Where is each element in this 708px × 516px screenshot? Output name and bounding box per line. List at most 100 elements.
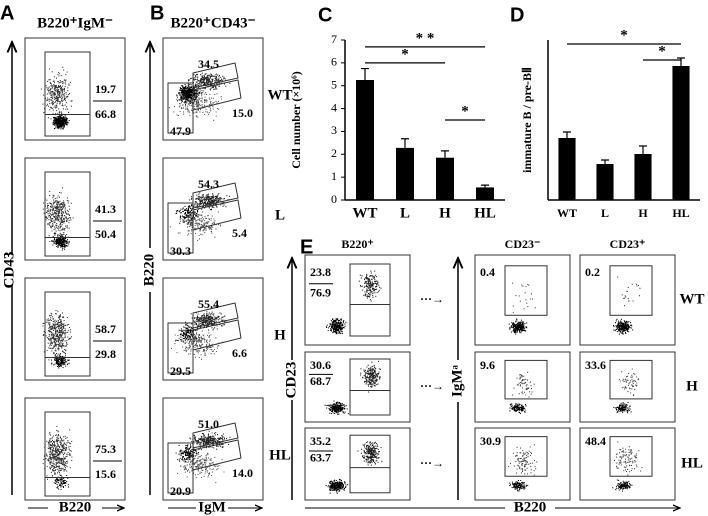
event-dots	[358, 270, 382, 302]
event-dots	[42, 309, 72, 361]
event-dots	[40, 66, 73, 120]
error-bar	[677, 57, 685, 66]
label: 6	[331, 55, 337, 69]
label: ···→	[420, 292, 444, 306]
label: 0	[331, 192, 337, 206]
label: B220⁺	[341, 237, 373, 251]
label: B220	[514, 499, 547, 515]
label: L	[400, 205, 410, 221]
label: 58.7	[95, 322, 116, 336]
label: 30.6	[310, 358, 331, 372]
label: * *	[416, 30, 435, 46]
label: 54.3	[198, 177, 219, 191]
label: B220	[141, 254, 157, 287]
label: B220	[59, 499, 92, 515]
event-dots	[617, 276, 641, 307]
event-dots	[508, 318, 528, 335]
event-dots	[612, 479, 633, 492]
label: 29.5	[170, 364, 191, 378]
bar	[596, 164, 614, 200]
bar	[356, 80, 374, 200]
label: C	[318, 4, 332, 26]
label: 35.2	[310, 434, 331, 448]
plot-frame	[162, 397, 264, 501]
event-dots	[509, 479, 529, 492]
event-dots	[42, 187, 74, 243]
bg	[140, 248, 160, 292]
label: 2	[331, 146, 337, 160]
bar	[476, 187, 494, 200]
bg	[282, 360, 302, 400]
event-dots	[357, 441, 383, 466]
label: B220⁺IgM⁻	[37, 15, 113, 31]
event-dots	[618, 368, 640, 396]
event-dots	[177, 452, 225, 484]
plot-frame	[24, 397, 126, 501]
gate	[192, 79, 242, 111]
error-bar	[563, 131, 571, 138]
gate	[167, 442, 194, 494]
bar	[672, 66, 690, 200]
plot-frame	[304, 427, 411, 501]
gate	[44, 51, 91, 137]
label: Cell number (×10⁶)	[289, 71, 303, 169]
event-dots	[169, 205, 222, 241]
plot-frame	[579, 427, 676, 501]
label: 5.4	[232, 226, 247, 240]
label: 4	[331, 100, 337, 114]
label: 51.0	[198, 417, 219, 431]
error-bar	[481, 184, 489, 188]
label: 6.6	[232, 346, 247, 360]
label: 55.4	[198, 297, 219, 311]
label: *	[620, 27, 628, 43]
label: 76.9	[310, 285, 331, 299]
label: 48.4	[585, 434, 606, 448]
event-dots	[613, 318, 634, 335]
bg	[448, 360, 468, 402]
bar	[396, 147, 414, 200]
gate	[192, 319, 242, 351]
gate	[192, 62, 239, 89]
label: 75.3	[95, 442, 116, 456]
gate	[192, 182, 239, 209]
label: 41.3	[95, 202, 116, 216]
label: ···→	[420, 379, 444, 393]
label: 14.0	[232, 466, 253, 480]
gate	[192, 439, 242, 471]
label: 29.8	[95, 347, 116, 361]
label: HL	[681, 455, 703, 471]
label: WT	[352, 205, 377, 221]
label: 9.6	[480, 358, 495, 372]
event-dots	[512, 371, 535, 398]
gate	[504, 359, 548, 400]
gate	[44, 291, 91, 377]
bar	[436, 157, 454, 200]
error-bar	[441, 150, 449, 158]
plot-frame	[474, 254, 571, 346]
gate	[349, 358, 391, 416]
label: 63.7	[310, 451, 331, 465]
label: 5	[331, 77, 337, 91]
label: HL	[474, 205, 496, 221]
label: E	[300, 236, 313, 258]
plot-frame	[162, 277, 264, 381]
label: H	[439, 205, 451, 221]
gate	[192, 199, 242, 231]
label: *	[401, 46, 409, 62]
label: D	[510, 4, 524, 26]
label: 68.7	[310, 374, 331, 388]
event-dots	[325, 479, 349, 494]
label: 66.8	[95, 107, 116, 121]
label: CD23⁻	[505, 237, 541, 251]
gate	[504, 436, 548, 477]
label: immature B / pre-BⅡ	[520, 67, 534, 173]
gate	[192, 422, 239, 449]
label: 47.9	[170, 124, 191, 138]
label: 33.6	[585, 358, 606, 372]
plot-frame	[24, 157, 126, 261]
gate	[44, 171, 91, 257]
label: L	[275, 207, 285, 223]
label: 3	[331, 123, 337, 137]
label: H	[686, 378, 698, 394]
